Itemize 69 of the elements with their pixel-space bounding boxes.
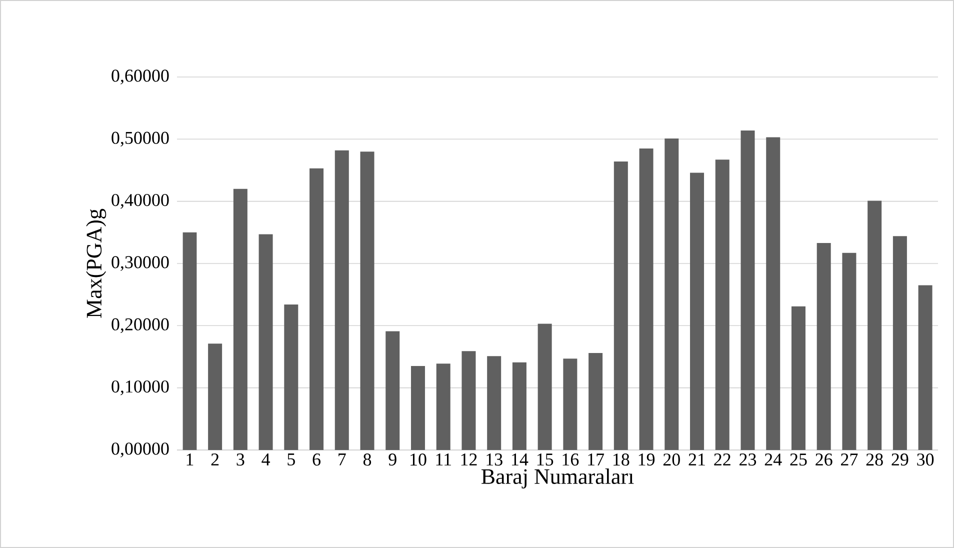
bar [182, 232, 197, 450]
bar [766, 137, 780, 450]
x-tick-label: 20 [663, 454, 680, 466]
x-tick-label: 9 [388, 454, 396, 466]
x-tick-label: 7 [338, 454, 346, 466]
x-tick-label: 28 [866, 454, 883, 466]
x-tick-label: 8 [363, 454, 372, 466]
bar [690, 172, 704, 450]
x-tick-label: 2 [211, 454, 219, 466]
x-tick-label: 11 [436, 454, 451, 466]
bar [487, 356, 502, 450]
x-tick-label: 19 [638, 454, 655, 466]
bar [410, 366, 425, 450]
bar [208, 344, 222, 450]
x-tick-label: 15 [537, 454, 554, 466]
y-tick-label: 0,40000 [112, 194, 169, 209]
y-tick-label: 0,20000 [112, 318, 169, 334]
bar [918, 285, 932, 450]
x-tick-label: 21 [688, 454, 705, 466]
bar [258, 234, 273, 450]
x-tick-label: 27 [841, 454, 858, 466]
bar [816, 242, 831, 450]
bar [310, 168, 324, 450]
bar [892, 236, 907, 450]
x-tick-label: 25 [790, 454, 807, 466]
bar [614, 162, 628, 450]
bar [233, 188, 248, 450]
bar [512, 362, 526, 450]
x-tick-label: 18 [614, 454, 630, 466]
bar [715, 160, 730, 450]
bar [842, 252, 856, 450]
x-tick-label: 3 [236, 454, 244, 466]
bar [284, 304, 298, 450]
bar [462, 351, 476, 450]
x-tick-label: 13 [486, 454, 502, 466]
y-tick-label: 0,50000 [112, 132, 169, 147]
bar [740, 130, 755, 450]
bar [563, 358, 578, 450]
x-tick-label: 14 [512, 454, 528, 466]
y-tick-label: 0,30000 [112, 256, 169, 271]
x-tick-label: 5 [288, 454, 295, 466]
x-tick-label: 29 [892, 454, 908, 466]
x-axis-title: Baraj Numaraları [481, 468, 634, 488]
y-tick-label: 0,60000 [112, 70, 169, 84]
x-tick-label: 22 [714, 454, 730, 466]
x-tick-label: 30 [917, 454, 934, 466]
x-tick-label: 17 [588, 454, 604, 466]
x-tick-label: 16 [562, 454, 579, 466]
y-axis-title: Max(PGA)g [86, 208, 106, 318]
bar [791, 306, 806, 450]
x-tick-label: 23 [740, 454, 756, 466]
x-tick-label: 12 [461, 454, 477, 466]
bar [436, 364, 450, 450]
bar [868, 200, 882, 450]
y-tick-label: 0,10000 [112, 380, 169, 396]
y-tick-label: 0,00000 [112, 442, 169, 458]
x-tick-label: 10 [410, 454, 426, 466]
bar [360, 152, 374, 450]
bar [588, 353, 603, 450]
x-tick-label: 4 [262, 454, 270, 466]
bar [664, 138, 679, 450]
bar [639, 148, 654, 450]
bar [334, 150, 349, 450]
x-tick-label: 1 [186, 454, 194, 466]
bar [386, 331, 400, 450]
bar [538, 324, 552, 450]
x-tick-label: 26 [816, 454, 832, 466]
x-tick-label: 6 [312, 454, 320, 466]
x-tick-label: 24 [764, 454, 782, 466]
